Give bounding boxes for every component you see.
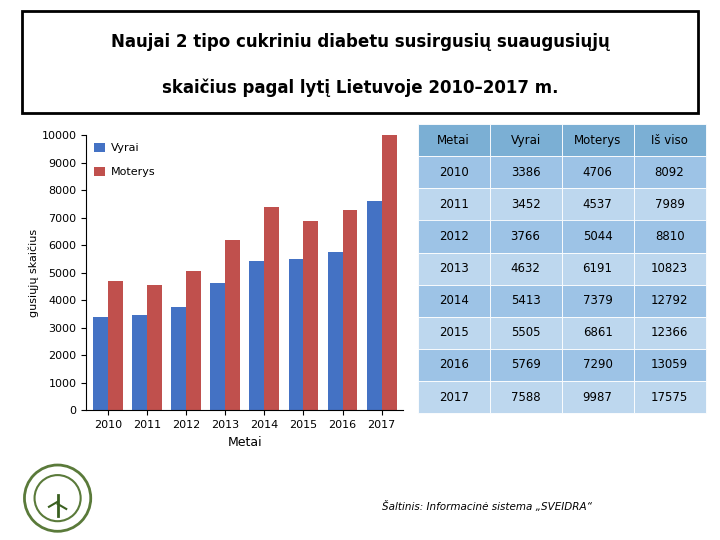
Bar — [418, 317, 490, 349]
Bar — [634, 381, 706, 413]
Text: 2010: 2010 — [438, 166, 469, 179]
Bar — [490, 381, 562, 413]
Text: Vyrai: Vyrai — [510, 134, 541, 147]
Text: 4632: 4632 — [510, 262, 541, 275]
Bar — [418, 285, 490, 317]
Text: 3766: 3766 — [510, 230, 541, 243]
Text: Iš viso: Iš viso — [651, 134, 688, 147]
Bar — [303, 221, 318, 410]
Bar — [210, 283, 225, 410]
Text: 12792: 12792 — [651, 294, 688, 307]
Bar — [418, 188, 490, 220]
Text: 4537: 4537 — [582, 198, 613, 211]
Text: 5413: 5413 — [510, 294, 541, 307]
Bar — [490, 285, 562, 317]
Bar — [264, 207, 279, 410]
Text: 8092: 8092 — [654, 166, 685, 179]
Bar — [562, 381, 634, 413]
Bar — [328, 252, 343, 410]
Bar — [562, 156, 634, 188]
Bar — [418, 349, 490, 381]
Bar — [562, 220, 634, 253]
Text: Moterys: Moterys — [574, 134, 621, 147]
Text: 4706: 4706 — [582, 166, 613, 179]
Bar — [250, 261, 264, 410]
Bar — [490, 156, 562, 188]
Bar — [418, 253, 490, 285]
Bar — [418, 381, 490, 413]
Bar — [93, 317, 108, 410]
Bar — [634, 349, 706, 381]
Text: 5505: 5505 — [511, 326, 540, 339]
Text: 2016: 2016 — [438, 359, 469, 372]
Text: 2011: 2011 — [438, 198, 469, 211]
Bar — [382, 136, 397, 410]
Bar — [562, 285, 634, 317]
Bar — [562, 349, 634, 381]
Bar — [634, 188, 706, 220]
Bar — [490, 124, 562, 156]
Text: 13059: 13059 — [651, 359, 688, 372]
Bar — [225, 240, 240, 410]
Bar — [289, 259, 303, 410]
Bar — [562, 188, 634, 220]
Text: 5044: 5044 — [582, 230, 613, 243]
Text: 12366: 12366 — [651, 326, 688, 339]
Text: 10823: 10823 — [651, 262, 688, 275]
Legend: Vyrai, Moterys: Vyrai, Moterys — [92, 140, 158, 179]
Text: 2012: 2012 — [438, 230, 469, 243]
Text: 7588: 7588 — [510, 390, 541, 403]
Bar — [634, 317, 706, 349]
Bar — [343, 210, 357, 410]
Bar — [490, 220, 562, 253]
Bar — [562, 124, 634, 156]
Bar — [186, 272, 201, 410]
Bar — [634, 285, 706, 317]
Bar — [108, 281, 123, 410]
Bar — [634, 253, 706, 285]
Bar — [634, 156, 706, 188]
Text: Naujai 2 tipo cukriniu diabetu susirgusių suaugusiųjų: Naujai 2 tipo cukriniu diabetu susirgusi… — [111, 32, 609, 51]
Text: 2015: 2015 — [438, 326, 469, 339]
Text: 7989: 7989 — [654, 198, 685, 211]
Bar — [418, 220, 490, 253]
Text: 3452: 3452 — [510, 198, 541, 211]
Bar — [418, 156, 490, 188]
Bar — [490, 188, 562, 220]
Bar — [147, 286, 162, 410]
Text: Metai: Metai — [228, 435, 262, 449]
Text: 7290: 7290 — [582, 359, 613, 372]
Text: 9987: 9987 — [582, 390, 613, 403]
Text: Metai: Metai — [437, 134, 470, 147]
Text: 2017: 2017 — [438, 390, 469, 403]
Text: 3386: 3386 — [510, 166, 541, 179]
Bar — [562, 253, 634, 285]
Bar — [418, 124, 490, 156]
Text: 17575: 17575 — [651, 390, 688, 403]
Bar — [490, 349, 562, 381]
Text: 6861: 6861 — [582, 326, 613, 339]
Bar — [490, 317, 562, 349]
Bar — [366, 201, 382, 410]
Text: 2014: 2014 — [438, 294, 469, 307]
Text: Šaltinis: Informacinė sistema „SVEIDRA“: Šaltinis: Informacinė sistema „SVEIDRA“ — [382, 501, 592, 512]
Text: 2013: 2013 — [438, 262, 469, 275]
Bar — [132, 315, 147, 410]
Bar — [171, 307, 186, 410]
Bar — [490, 253, 562, 285]
Text: 6191: 6191 — [582, 262, 613, 275]
Bar — [634, 124, 706, 156]
Text: skaičius pagal lytį Lietuvoje 2010–2017 m.: skaičius pagal lytį Lietuvoje 2010–2017 … — [162, 78, 558, 97]
Text: 5769: 5769 — [510, 359, 541, 372]
Text: 8810: 8810 — [654, 230, 685, 243]
Bar — [634, 220, 706, 253]
Text: 7379: 7379 — [582, 294, 613, 307]
Y-axis label: gusiųjų skaičius: gusiųjų skaičius — [28, 228, 39, 317]
Bar — [562, 317, 634, 349]
